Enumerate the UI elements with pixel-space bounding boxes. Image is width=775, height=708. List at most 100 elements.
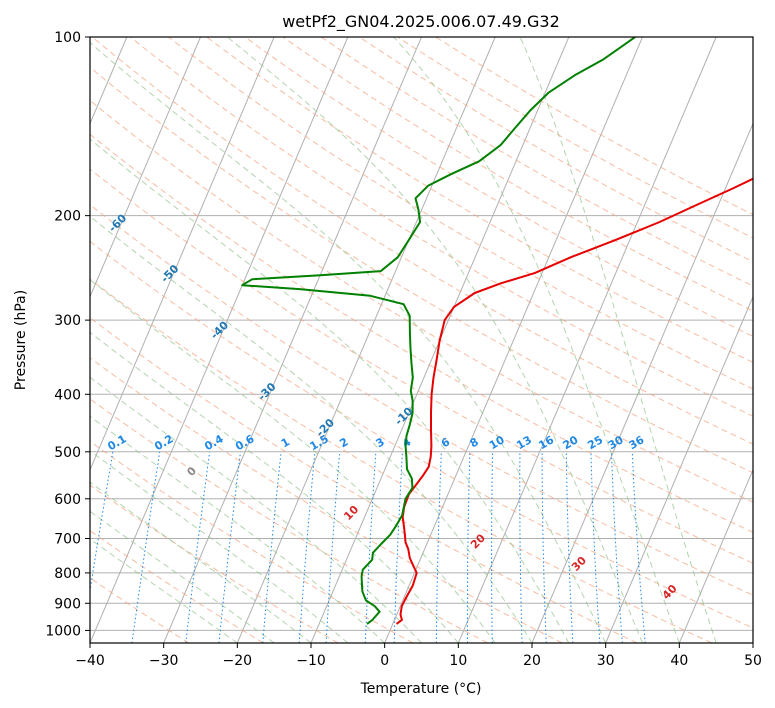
isotherm-gridline <box>678 468 753 643</box>
isotherm-gridline <box>384 37 643 643</box>
y-tick-label: 900 <box>54 596 81 612</box>
moist-adiabat <box>90 331 459 643</box>
mixing-ratio-label: 25 <box>585 433 605 452</box>
dry-adiabat <box>244 37 753 337</box>
dry-adiabat <box>91 37 753 445</box>
mixing-ratio-line <box>185 451 211 643</box>
y-tick-label: 400 <box>54 387 81 403</box>
y-tick-label: 700 <box>54 532 81 548</box>
isotherm-gridline <box>457 37 717 643</box>
isotherm-gridline <box>163 37 422 643</box>
y-tick-label: 1000 <box>45 623 81 639</box>
isotherm-label: -60 <box>106 211 129 234</box>
isotherm-gridline <box>90 37 201 298</box>
mixing-ratio-label: 0.6 <box>233 432 257 453</box>
dry-adiabat <box>90 240 753 629</box>
mixing-ratio-label: 1 <box>279 435 292 450</box>
moist-adiabat <box>90 138 570 643</box>
plot-frame <box>89 36 754 644</box>
x-tick-label: −10 <box>296 653 326 669</box>
x-tick-label: −30 <box>149 653 179 669</box>
dry-adiabat <box>90 133 753 533</box>
dry-adiabat <box>435 37 753 216</box>
dry-adiabat <box>90 530 264 643</box>
x-tick-label: 40 <box>670 653 688 669</box>
moist-adiabat <box>90 42 607 643</box>
x-tick-label: −20 <box>223 653 253 669</box>
dry-adiabat <box>90 66 753 474</box>
y-axis: 1000 900 800 700 600 500 400 300 200 100 <box>45 30 90 639</box>
mixing-ratio-label: 13 <box>514 433 534 452</box>
mixing-ratio-label: 30 <box>606 433 626 452</box>
moist-adiabat <box>90 450 349 643</box>
moist-adiabat-label: 10 <box>341 503 361 523</box>
y-tick-label: 800 <box>54 566 81 582</box>
y-tick-label: 100 <box>54 30 81 46</box>
y-tick-label: 200 <box>54 209 81 225</box>
dry-adiabat <box>90 484 339 643</box>
moist-adiabat-label: 30 <box>569 554 589 574</box>
mixing-ratio-line <box>519 451 523 643</box>
y-axis-label: Pressure (hPa) <box>13 290 29 390</box>
mixing-ratio-line <box>565 451 574 643</box>
dry-adiabat <box>90 278 712 643</box>
mixing-ratio-line <box>131 451 161 643</box>
y-tick-label: 500 <box>54 445 81 461</box>
dry-adiabat <box>130 37 753 417</box>
isotherm-gridline <box>236 37 496 643</box>
dry-adiabat <box>90 204 753 596</box>
isotherm-gridline <box>90 37 275 472</box>
dry-adiabat <box>282 37 753 312</box>
moist-adiabat <box>393 37 680 643</box>
isotherm-label: -80 <box>0 124 20 147</box>
x-axis: −40 −30 −20 −10 0 10 20 30 40 50 <box>75 643 762 669</box>
x-tick-label: 10 <box>449 653 467 669</box>
mixing-ratio-line <box>631 451 646 643</box>
isotherm-gridline <box>531 122 753 643</box>
dry-adiabat <box>90 440 414 643</box>
series-group <box>241 37 753 625</box>
dry-adiabat <box>168 37 753 390</box>
mixing-ratio-line <box>435 451 442 643</box>
x-tick-label: −40 <box>75 653 105 669</box>
mixing-ratio-label: 3 <box>374 435 387 450</box>
mixing-ratio-label: 6 <box>439 435 452 450</box>
dry-adiabat <box>359 37 753 263</box>
mixing-ratio-line <box>218 451 241 643</box>
mixing-ratio-line <box>490 451 494 643</box>
dry-adiabat <box>90 317 638 643</box>
isoline-labels: 0.10.20.40.611.52346810131620253036-100-… <box>0 124 680 602</box>
moist-adiabat <box>519 37 717 643</box>
moist-adiabat <box>90 215 533 643</box>
moist-adiabat <box>90 538 238 643</box>
moist-adiabat-label: 20 <box>468 531 488 551</box>
mixing-ratio-label: 20 <box>561 433 581 452</box>
isotherm-gridline <box>752 641 753 643</box>
moist-adiabat-label: 0 <box>184 464 199 479</box>
moist-adiabat <box>90 279 496 643</box>
temperature-profile-line <box>395 177 753 625</box>
moist-adiabat <box>90 376 422 643</box>
dry-adiabat <box>90 168 753 564</box>
x-tick-label: 0 <box>380 653 389 669</box>
isotherm-label: -50 <box>158 262 181 285</box>
mixing-ratio-label: 10 <box>487 433 507 452</box>
moist-adiabat <box>90 510 275 643</box>
dewpoint-profile-line <box>241 37 636 625</box>
x-axis-label: Temperature (°C) <box>360 681 482 697</box>
dry-adiabat <box>90 398 488 643</box>
x-tick-label: 30 <box>597 653 615 669</box>
moist-adiabat <box>90 415 386 643</box>
x-tick-label: 20 <box>523 653 541 669</box>
y-tick-label: 300 <box>54 313 81 329</box>
isotherm-label: -30 <box>255 380 278 403</box>
mixing-ratio-line <box>262 451 282 643</box>
y-tick-label: 600 <box>54 492 81 508</box>
dry-adiabat <box>90 357 563 643</box>
mixing-ratio-line <box>90 451 114 594</box>
mixing-ratio-label: 0.1 <box>105 432 128 453</box>
isotherm-gridline <box>605 295 753 643</box>
moist-adiabat <box>90 481 312 643</box>
dry-adiabat <box>206 37 753 363</box>
moist-adiabat-label: 40 <box>660 582 680 602</box>
